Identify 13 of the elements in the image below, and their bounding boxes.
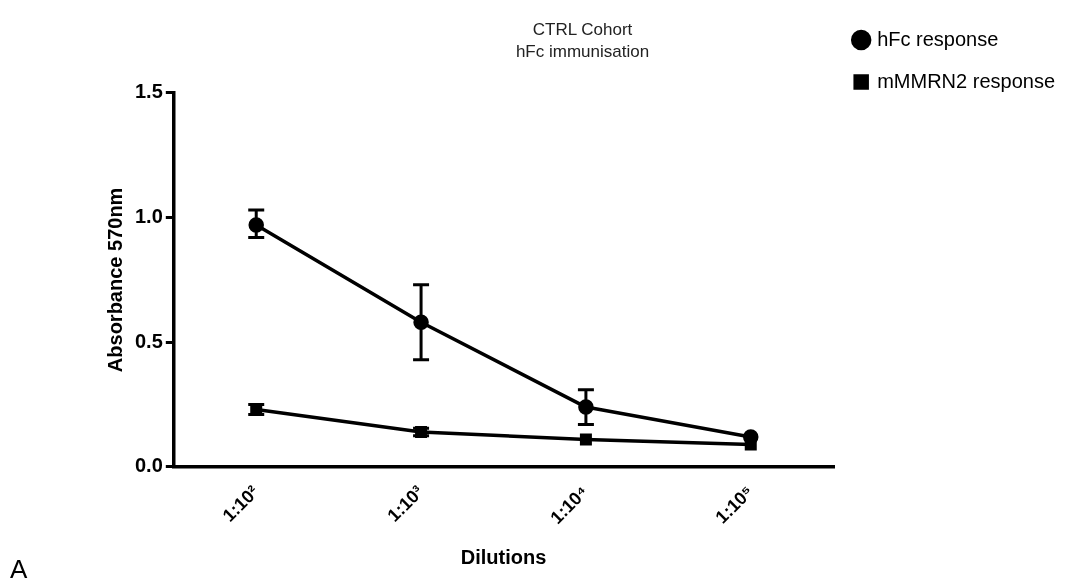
point [743,429,759,445]
chart-title: CTRL Cohort [532,19,633,39]
y-tick-label: 1.5 [134,80,163,103]
chart-subtitle: hFc immunisation [515,42,650,62]
legend-label: hFc response [877,27,999,50]
y-tick-label: 0.5 [134,329,163,352]
legend-label: mMMRN2 response [877,69,1056,92]
point [579,433,592,446]
y-axis-title: Absorbance 570nm [103,187,126,373]
text: A [10,554,28,584]
y-tick-label: 1.0 [134,205,163,228]
x-axis-title: Dilutions [460,545,547,568]
y-tick-label: 0.0 [134,454,163,477]
